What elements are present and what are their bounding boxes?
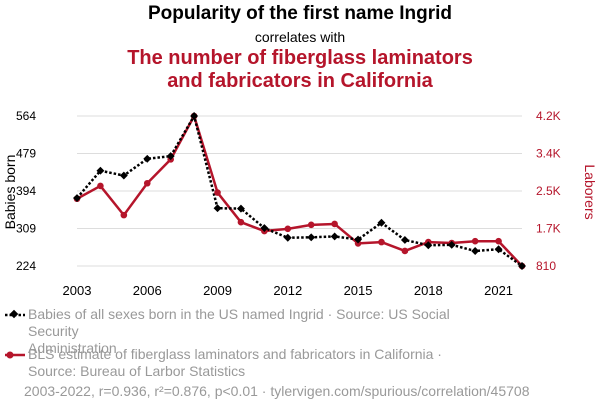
right-tick-label: 3.4K <box>536 147 561 161</box>
data-point-babies <box>213 204 222 213</box>
chart-secondary-title: The number of fiberglass laminators and … <box>0 47 600 93</box>
data-point-babies <box>354 235 363 244</box>
chart-subtitle: correlates with <box>254 29 346 45</box>
legend-babies-line-1: Babies of all sexes born in the US named… <box>28 306 450 339</box>
data-point-laborers <box>401 247 409 255</box>
data-point-laborers <box>237 218 245 226</box>
secondary-title-line-2: and fabricators in California <box>167 70 433 92</box>
left-tick-label: 564 <box>16 109 36 123</box>
legend-swatch-laborers <box>5 351 25 359</box>
x-tick-label: 2021 <box>484 283 513 298</box>
left-axis-title: Babies born <box>2 155 18 230</box>
data-point-laborers <box>331 220 338 228</box>
data-point-babies <box>73 194 81 203</box>
left-tick-label: 224 <box>16 259 36 273</box>
x-tick-label: 2006 <box>133 283 162 298</box>
data-point-babies <box>447 240 456 249</box>
right-tick-label: 1.7K <box>536 222 561 236</box>
data-point-babies <box>494 245 503 254</box>
left-tick-label: 479 <box>16 147 36 161</box>
legend-babies-line-2: Administration <box>28 340 117 356</box>
series-line-laborers <box>76 114 523 267</box>
data-point-laborers <box>471 237 479 245</box>
data-point-babies <box>330 232 339 241</box>
data-point-babies <box>377 218 386 227</box>
data-point-babies <box>236 204 245 213</box>
data-point-babies <box>424 241 433 250</box>
x-tick-label: 2009 <box>203 283 232 298</box>
legend-label-babies: Babies of all sexes born in the US named… <box>28 306 478 357</box>
legend-label-laborers: BLS estimate of fiberglass laminators an… <box>28 346 478 380</box>
chart-footer: 2003-2022, r=0.936, r²=0.876, p<0.01 · t… <box>24 383 530 399</box>
data-point-babies <box>400 236 409 244</box>
left-tick-label: 309 <box>16 222 36 236</box>
legend-item-babies: Babies of all sexes born in the US named… <box>4 306 596 356</box>
data-point-laborers <box>120 211 128 219</box>
data-point-laborers <box>495 237 502 245</box>
x-tick-label: 2003 <box>63 283 92 298</box>
data-point-babies <box>260 224 269 233</box>
right-tick-label: 810 <box>536 259 556 273</box>
secondary-title-line-1: The number of fiberglass laminators <box>127 47 473 69</box>
legend-item-laborers: BLS estimate of fiberglass laminators an… <box>4 346 596 382</box>
legend-laborers-line-2: Source: Bureau of Larbor Statistics <box>28 363 246 379</box>
data-point-laborers <box>143 179 151 187</box>
right-axis-title: Laborers <box>582 164 598 219</box>
data-point-laborers <box>284 225 292 233</box>
x-tick-label: 2015 <box>344 283 373 298</box>
data-point-babies <box>283 233 292 242</box>
legend-laborers-line-1: BLS estimate of fiberglass laminators an… <box>28 346 442 362</box>
chart-title: Popularity of the first name Ingrid <box>147 3 453 24</box>
data-point-babies <box>166 152 175 161</box>
data-point-laborers <box>307 221 315 229</box>
data-point-babies <box>307 233 316 242</box>
data-point-laborers <box>214 189 221 196</box>
data-point-babies <box>143 154 152 163</box>
right-tick-label: 2.5K <box>536 184 561 198</box>
legend-swatch-babies <box>5 309 25 319</box>
series-line-babies <box>76 112 523 268</box>
x-tick-label: 2018 <box>414 283 443 298</box>
data-point-laborers <box>378 238 385 246</box>
data-point-babies <box>471 247 480 255</box>
x-tick-label: 2012 <box>273 283 302 298</box>
left-tick-label: 394 <box>16 184 36 198</box>
right-tick-label: 4.2K <box>536 109 561 123</box>
data-point-laborers <box>97 182 104 190</box>
